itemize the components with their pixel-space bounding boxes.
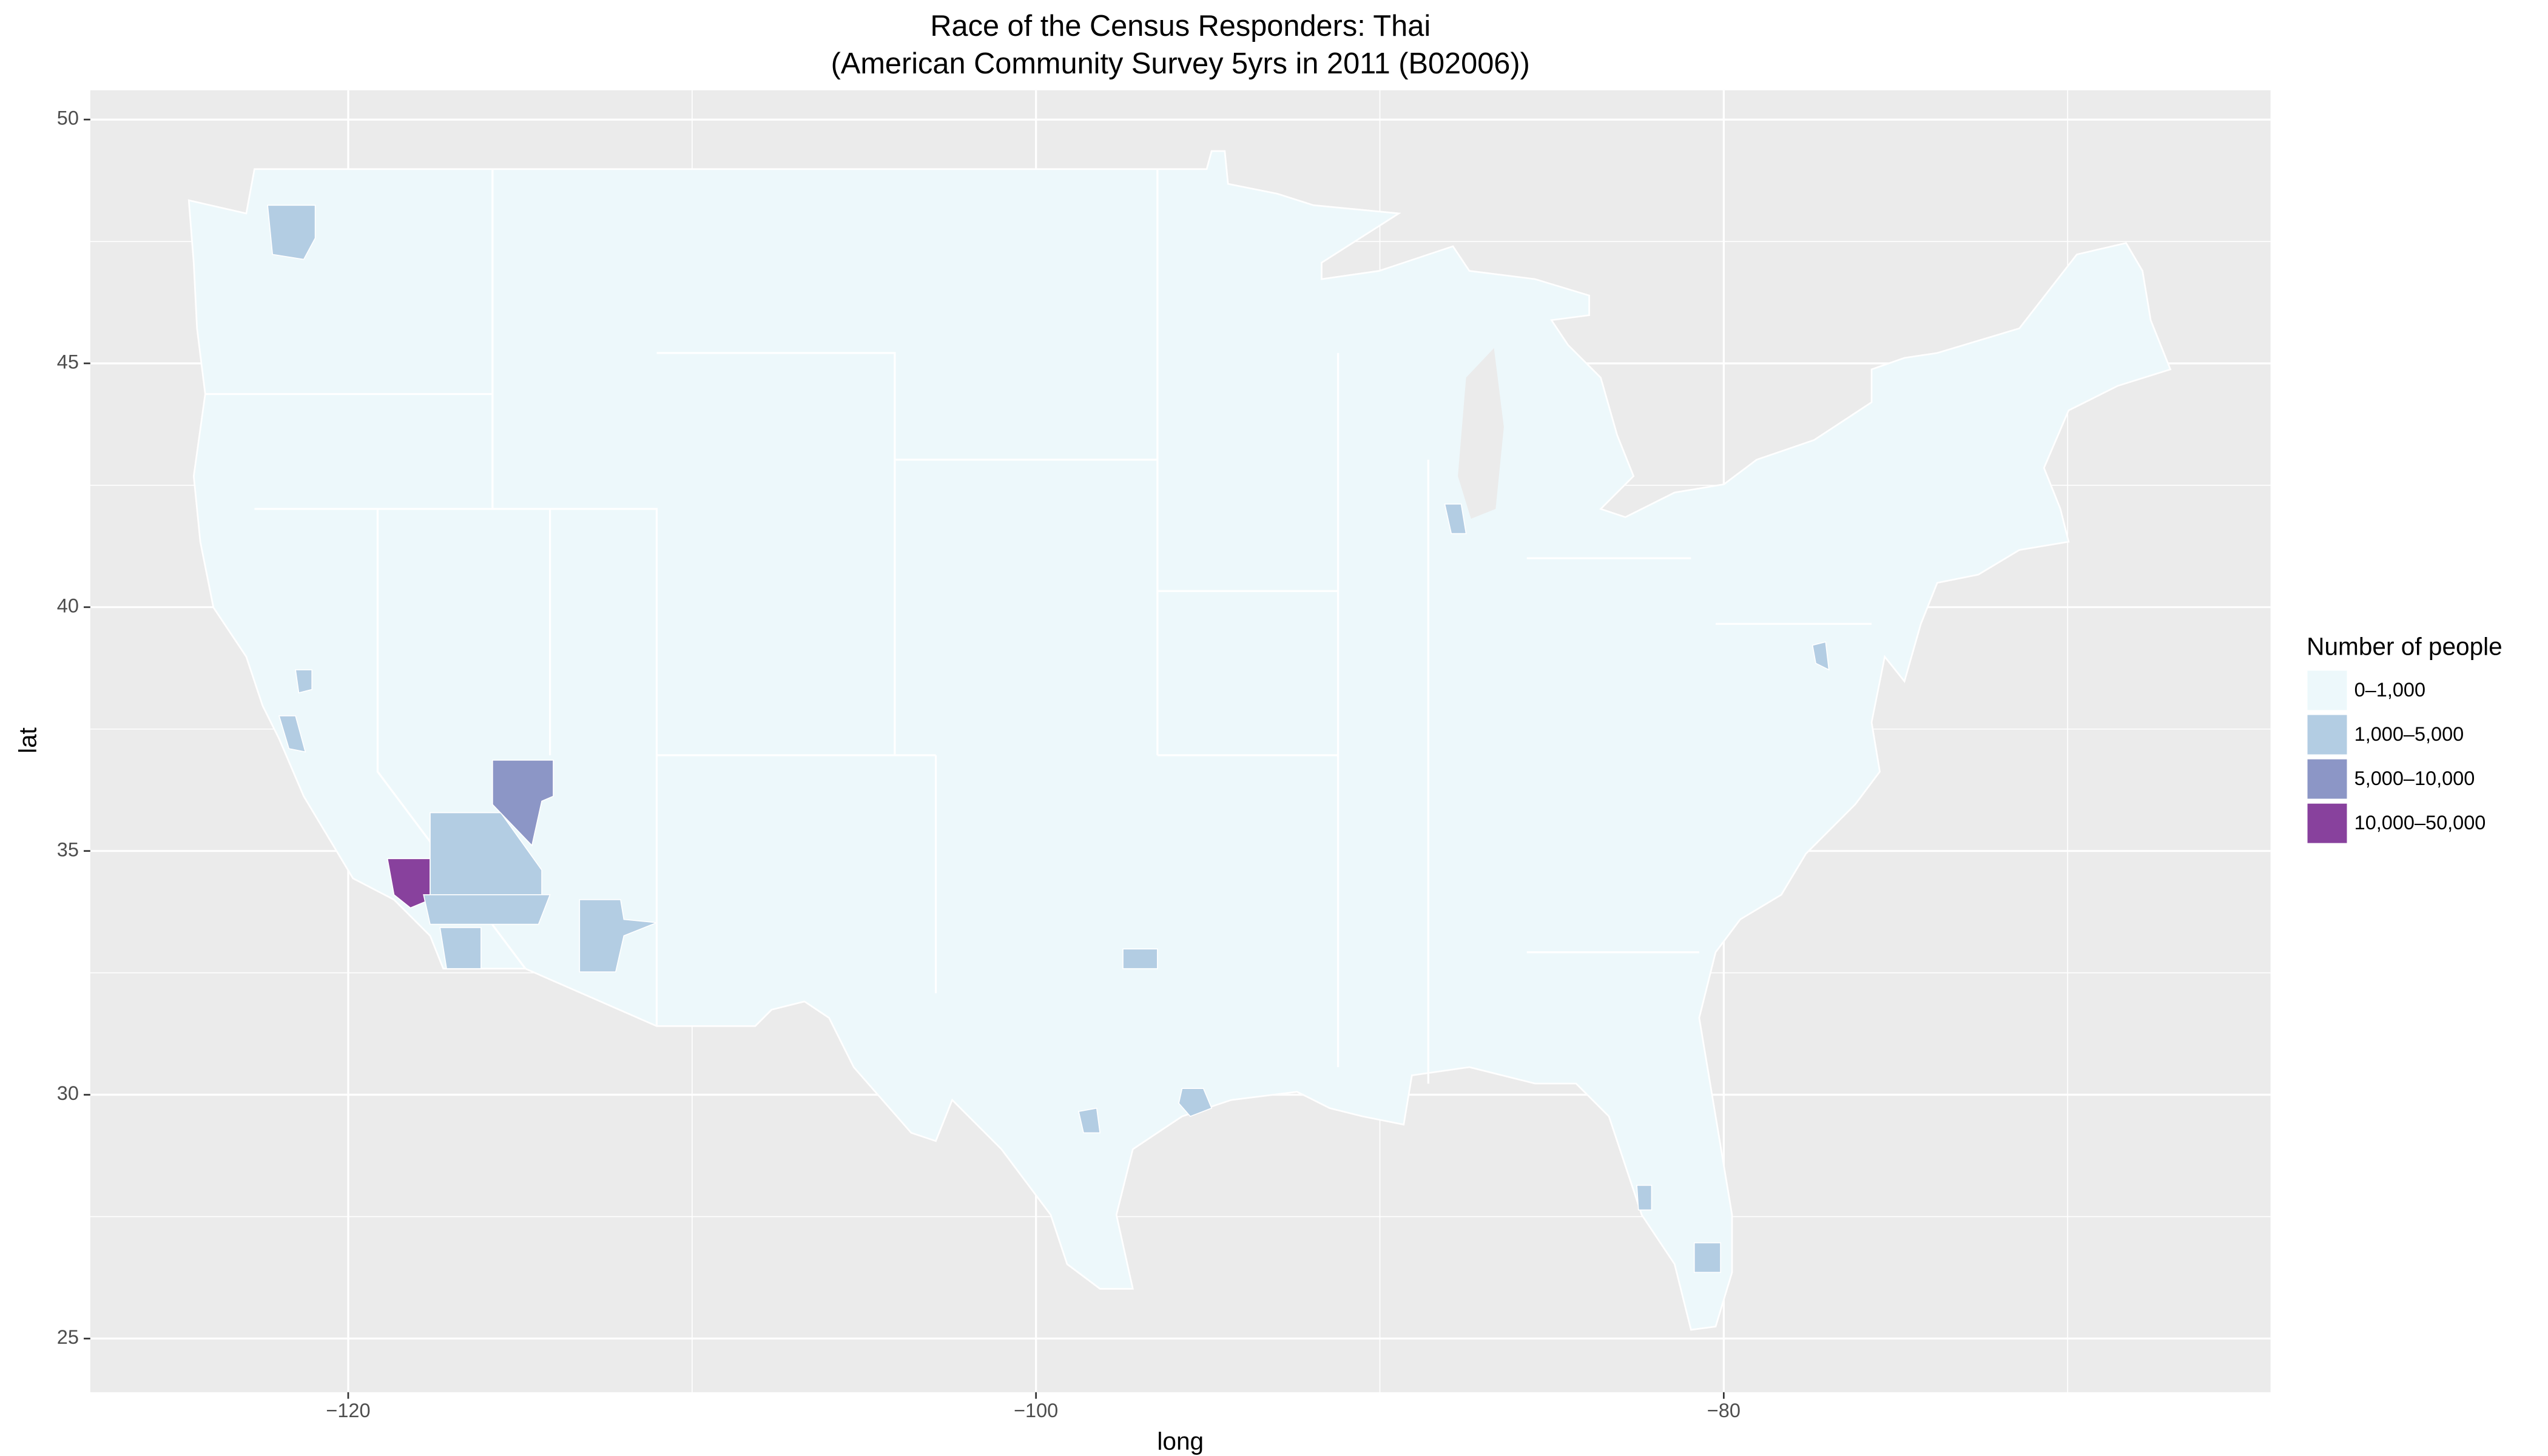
county	[423, 894, 551, 925]
x-tick-label: −80	[1707, 1400, 1741, 1421]
legend-label: 1,000–5,000	[2354, 723, 2464, 745]
county	[278, 715, 306, 753]
county	[492, 760, 554, 847]
x-tick-label: −100	[1014, 1400, 1058, 1421]
legend-swatch	[2305, 801, 2349, 845]
county	[439, 927, 482, 969]
legend-label: 0–1,000	[2354, 679, 2425, 701]
state-borders	[205, 169, 1872, 1084]
y-tick-label: 40	[57, 595, 79, 616]
x-tick-label: −120	[326, 1400, 370, 1421]
county	[1444, 503, 1467, 534]
map	[187, 150, 2172, 1331]
county	[295, 669, 312, 694]
us-outline	[187, 150, 2172, 1331]
legend-label: 5,000–10,000	[2354, 767, 2475, 789]
y-axis-title: lat	[13, 727, 41, 753]
y-tick-label: 25	[57, 1326, 79, 1348]
chart-subtitle: (American Community Survey 5yrs in 2011 …	[831, 47, 1530, 80]
chart-title: Race of the Census Responders: Thai	[930, 10, 1431, 42]
lake-michigan	[1458, 348, 1504, 519]
y-tick-label: 35	[57, 838, 79, 860]
y-tick-label: 30	[57, 1082, 79, 1104]
x-axis-title: long	[1157, 1427, 1204, 1455]
county	[430, 812, 542, 895]
legend-swatch	[2305, 669, 2349, 712]
county	[579, 899, 657, 972]
county	[386, 858, 431, 909]
legend-swatch	[2305, 713, 2349, 757]
county	[1077, 1107, 1101, 1134]
county	[1178, 1088, 1213, 1117]
county	[1122, 948, 1158, 969]
y-tick-label: 45	[57, 351, 79, 373]
county	[1693, 1242, 1721, 1273]
county	[1812, 641, 1830, 671]
county-highlights	[267, 204, 1830, 1273]
axes: −120 −100 −80 25 30 35 40 45 50	[57, 107, 1741, 1421]
county	[267, 204, 316, 260]
legend-swatch	[2305, 757, 2349, 801]
y-tick-label: 50	[57, 107, 79, 129]
legend: Number of people 0–1,000 1,000–5,000 5,000–…	[2305, 633, 2502, 845]
legend-label: 10,000–50,000	[2354, 812, 2486, 834]
legend-title: Number of people	[2307, 633, 2502, 661]
county	[1636, 1185, 1653, 1211]
